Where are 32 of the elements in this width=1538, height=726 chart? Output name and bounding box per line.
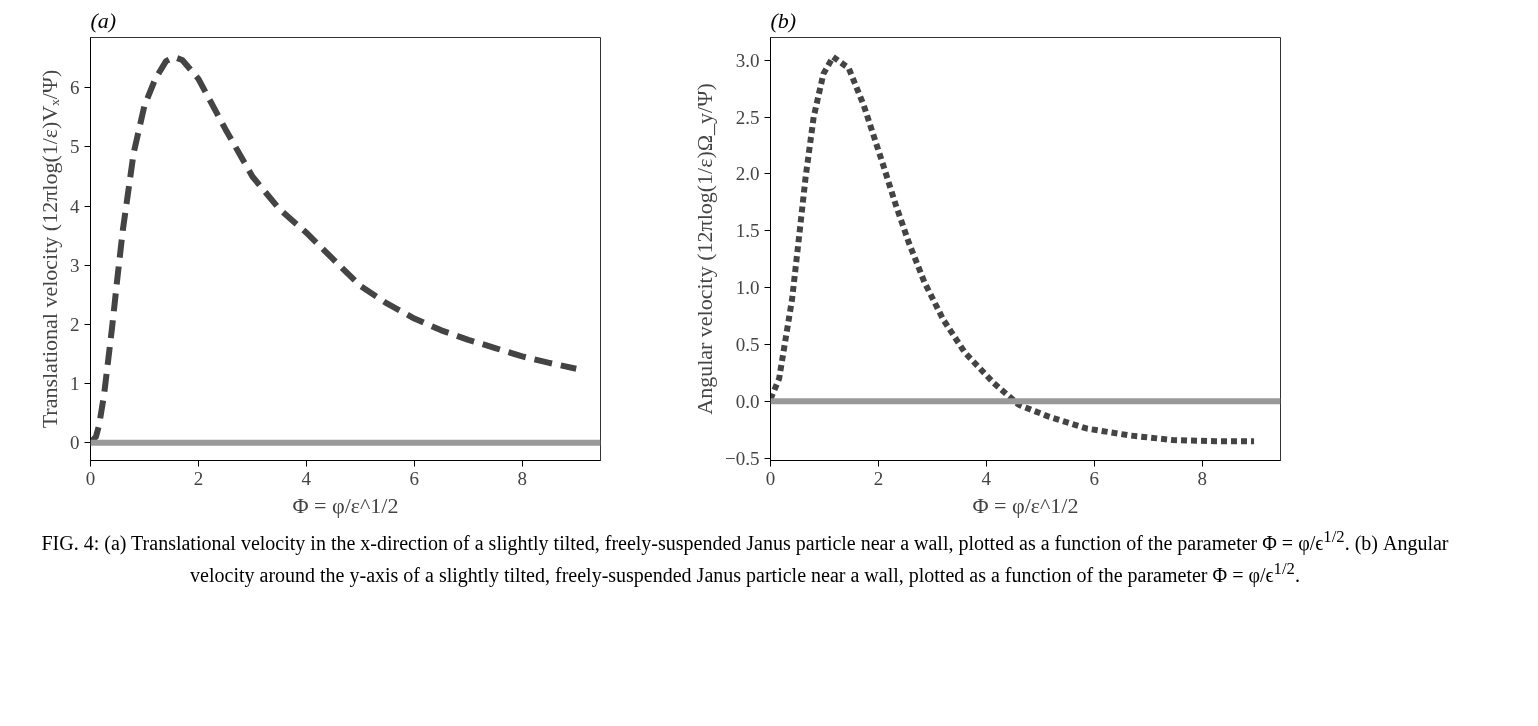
y-tick-label: 6	[70, 77, 80, 99]
x-tick-label: 6	[409, 467, 420, 489]
x-tick-label: 6	[1089, 467, 1100, 489]
y-tick-label: 2.0	[735, 163, 760, 185]
chart-title: (b)	[770, 7, 797, 33]
y-tick-label: 0	[70, 432, 80, 454]
y-tick-label: 2.5	[735, 106, 760, 128]
x-tick-label: 8	[1197, 467, 1207, 489]
y-axis-title: Angular velocity (12πlog(1/ε)Ω_y/Ψ)	[692, 83, 718, 415]
x-tick-label: 2	[873, 467, 884, 489]
x-tick-label: 2	[193, 467, 204, 489]
y-tick-label: 1	[70, 373, 80, 395]
chart-title: (a)	[90, 7, 117, 33]
y-tick-label: 1.5	[735, 220, 760, 242]
x-tick-label: 0	[85, 467, 96, 489]
y-tick-label: 0.5	[735, 334, 760, 356]
y-tick-label: 0.0	[735, 390, 760, 412]
x-tick-label: 8	[517, 467, 527, 489]
y-axis-title: Translational velocity (12πlog(1/ε)Vₓ/Ψ)	[37, 69, 62, 429]
y-tick-label: 5	[70, 136, 80, 158]
x-tick-label: 4	[301, 467, 312, 489]
y-tick-label: 1.0	[735, 277, 760, 299]
x-axis-title: Φ = φ/ε^1/2	[972, 492, 1079, 518]
text: FIG. 4: (a) Translational velocity in the x-direction of a slightly tilted, freely-suspended Janus particle near a wall, plotted as a function of the parameter Φ = φ/ϵ$^{1/2}$. (b) Angular velocity around the y-axis of a slightly tilted, freely-suspended Janus particle near a wall, plotted as a function of the parameter Φ = φ/ϵ$^{1/2}$.	[41, 527, 1449, 586]
y-tick-label: 3.0	[735, 49, 760, 71]
y-tick-label: 4	[70, 195, 80, 217]
y-tick-label: −0.5	[725, 447, 760, 469]
y-tick-label: 2	[70, 313, 80, 335]
x-tick-label: 4	[981, 467, 992, 489]
y-tick-label: 3	[70, 254, 80, 276]
x-axis-title: Φ = φ/ε^1/2	[292, 492, 399, 518]
x-tick-label: 0	[765, 467, 776, 489]
